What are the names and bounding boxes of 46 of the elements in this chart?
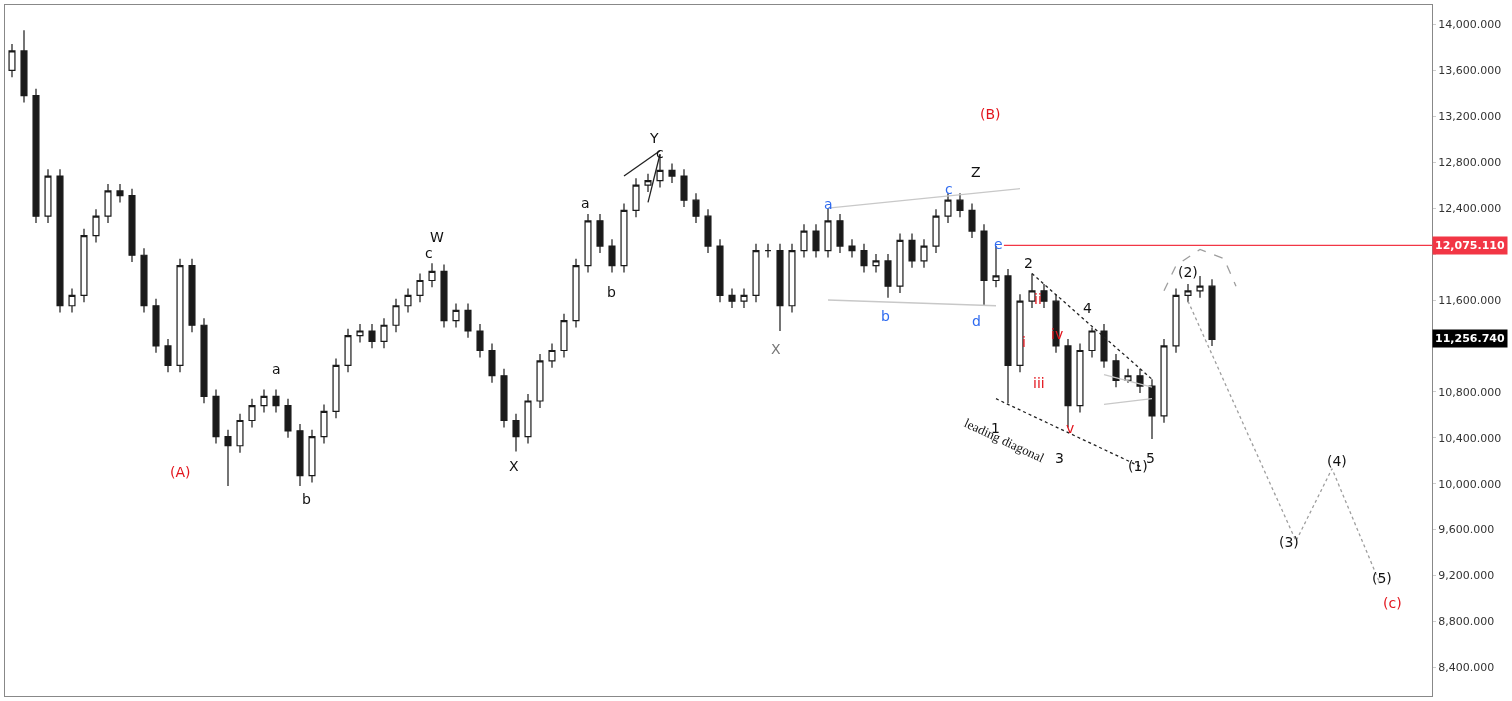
y-tick-label: 8,800.000 bbox=[1438, 615, 1495, 629]
y-tick-label: 10,800.000 bbox=[1438, 385, 1502, 399]
annotation: i bbox=[1022, 334, 1026, 350]
annotation: W bbox=[430, 229, 444, 245]
annotation: ii bbox=[1034, 291, 1042, 307]
annotation: b bbox=[607, 284, 616, 300]
annotation: c bbox=[425, 245, 433, 261]
annotation: e bbox=[994, 236, 1003, 252]
annotation: (2) bbox=[1178, 264, 1198, 280]
annotation: v bbox=[1066, 420, 1075, 436]
annotation: 4 bbox=[1083, 300, 1092, 316]
annotation: Y bbox=[649, 130, 659, 146]
y-tick-label: 9,600.000 bbox=[1438, 523, 1495, 537]
annotation: (5) bbox=[1372, 570, 1392, 586]
annotation: 3 bbox=[1055, 450, 1064, 466]
y-tick-label: 12,400.000 bbox=[1438, 202, 1502, 216]
y-tick-label: 13,200.000 bbox=[1438, 110, 1502, 124]
text: 11,256.740 bbox=[1435, 332, 1505, 345]
y-tick-label: 11,600.000 bbox=[1438, 293, 1502, 307]
annotation: b bbox=[302, 491, 311, 507]
annotation: (c) bbox=[1383, 595, 1402, 611]
annotation: (3) bbox=[1279, 534, 1299, 550]
y-tick-label: 13,600.000 bbox=[1438, 64, 1502, 78]
annotation: Z bbox=[971, 164, 981, 180]
y-tick-label: 9,200.000 bbox=[1438, 569, 1495, 583]
annotation: 5 bbox=[1146, 450, 1155, 466]
annotation: 2 bbox=[1024, 255, 1033, 271]
y-tick-label: 10,000.000 bbox=[1438, 477, 1502, 491]
annotation: a bbox=[581, 195, 590, 211]
annotation: X bbox=[509, 458, 519, 474]
annotation: c bbox=[945, 181, 953, 197]
annotation: a bbox=[824, 196, 833, 212]
annotation: (B) bbox=[980, 106, 1001, 122]
annotation: iii bbox=[1033, 375, 1045, 391]
annotation: X bbox=[771, 341, 781, 357]
annotation: (4) bbox=[1327, 453, 1347, 469]
y-tick-label: 8,400.000 bbox=[1438, 661, 1495, 675]
annotation: (A) bbox=[170, 464, 191, 480]
y-tick-label: 10,400.000 bbox=[1438, 431, 1502, 445]
annotation: a bbox=[272, 361, 281, 377]
y-tick-label: 14,000.000 bbox=[1438, 18, 1502, 32]
annotation: (1) bbox=[1128, 458, 1148, 474]
annotation: b bbox=[881, 308, 890, 324]
annotation: d bbox=[972, 313, 981, 329]
y-tick-label: 12,800.000 bbox=[1438, 156, 1502, 170]
ref-line-label: 12,075.110 bbox=[1435, 239, 1505, 252]
